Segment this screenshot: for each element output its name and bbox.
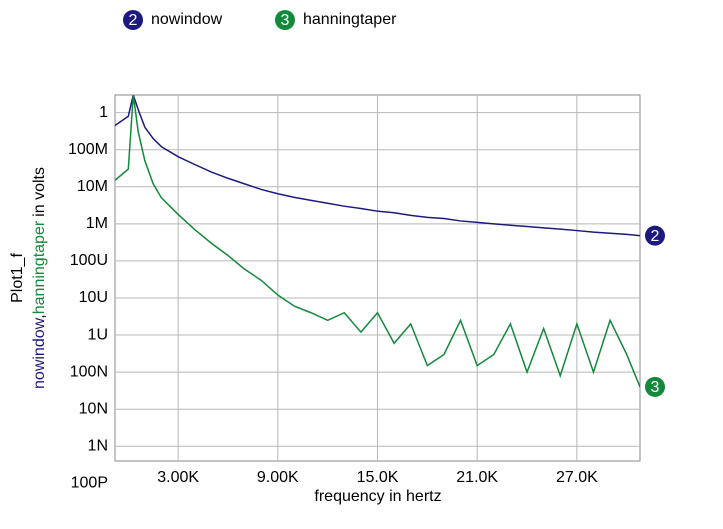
y-tick-label: 1M (86, 215, 108, 232)
legend-marker-label: 3 (281, 12, 290, 29)
end-marker-label: 2 (651, 228, 660, 245)
x-tick-label: 9.00K (257, 469, 299, 486)
y-tick-label: 100N (70, 363, 108, 380)
x-tick-label: 3.00K (157, 469, 199, 486)
y-tick-label: 1U (88, 326, 108, 343)
series-line (115, 95, 640, 237)
legend-marker (123, 10, 143, 30)
x-tick-label: 27.0K (556, 469, 598, 486)
y-label-series: nowindow (31, 317, 48, 389)
x-tick-label: 15.0K (357, 469, 399, 486)
y-tick-label: 100U (70, 252, 108, 269)
y-axis-label: Plot1_f nowindow,hanningtaper in volts (9, 167, 48, 389)
legend-label: nowindow (151, 11, 223, 28)
y-axis-title: Plot1_f (9, 253, 26, 303)
y-label-series: hanningtaper (31, 220, 48, 314)
y-tick-label: 10N (79, 400, 108, 417)
series-line (115, 95, 640, 388)
end-marker (645, 225, 665, 246)
y-tick-label: 1 (99, 104, 108, 121)
legend-marker-label: 2 (129, 12, 138, 29)
end-marker-label: 3 (651, 379, 660, 396)
x-axis-label: frequency in hertz (314, 488, 441, 505)
legend-marker (275, 10, 295, 30)
grid (115, 95, 640, 461)
y-tick-label: 10U (79, 289, 108, 306)
y-tick-label: 10M (77, 178, 108, 195)
y-tick-label: 1N (88, 437, 108, 454)
x-tick-label: 21.0K (456, 469, 498, 486)
y-label-unit: in volts (31, 167, 48, 217)
y-tick-label: 100M (68, 141, 108, 158)
y-tick-label: 100P (71, 475, 108, 492)
end-marker (645, 376, 665, 397)
y-axis-units: nowindow,hanningtaper in volts (31, 167, 48, 389)
legend-label: hanningtaper (303, 11, 397, 28)
y-label-separator: , (31, 314, 48, 318)
